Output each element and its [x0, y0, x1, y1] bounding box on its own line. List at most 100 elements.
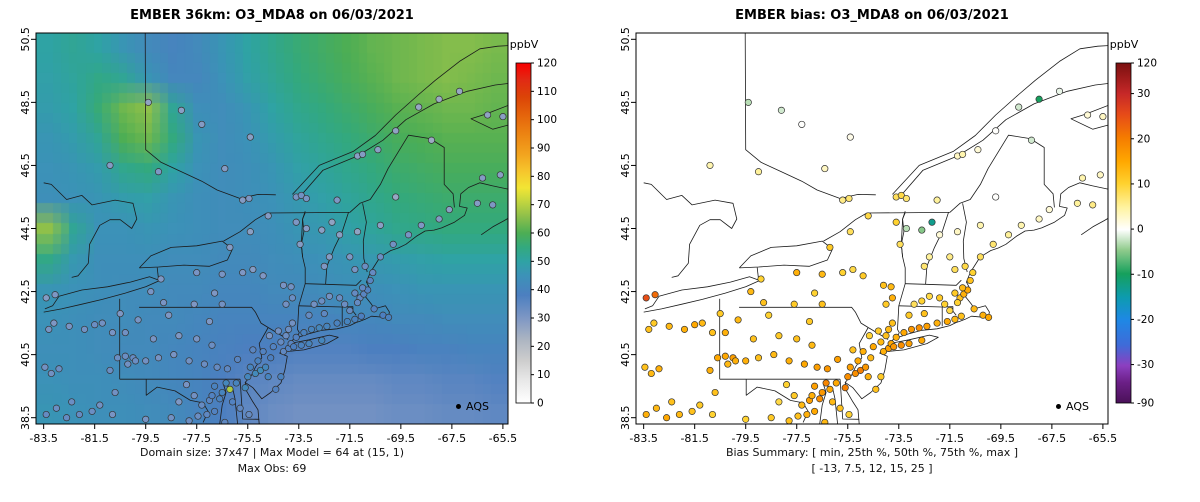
- station-point: [992, 193, 1000, 201]
- station-point: [246, 133, 254, 141]
- station-point: [970, 305, 978, 313]
- station-point: [652, 404, 660, 412]
- outline-gaspe-chaleur: [1070, 105, 1108, 130]
- station-point: [821, 418, 829, 424]
- outline-ma-south-border: [898, 305, 957, 316]
- station-point: [839, 269, 847, 277]
- station-point: [1096, 171, 1104, 179]
- station-point: [805, 317, 814, 326]
- station-point: [288, 294, 296, 302]
- station-point: [818, 270, 826, 278]
- x-tick-label: -75.5: [234, 432, 262, 445]
- station-point: [946, 306, 954, 315]
- station-point: [989, 240, 997, 248]
- station-point: [902, 194, 910, 203]
- station-point: [647, 369, 655, 378]
- outline-nova-scotia: [1080, 218, 1108, 236]
- station-point: [222, 379, 230, 387]
- x-tick-label: -77.5: [783, 432, 811, 445]
- station-point: [900, 329, 908, 337]
- station-point: [872, 385, 880, 393]
- station-point: [50, 319, 58, 327]
- station-point: [445, 206, 453, 214]
- station-point: [357, 312, 365, 320]
- colorbar-tick-label: 20: [1137, 133, 1150, 145]
- station-point: [288, 319, 296, 327]
- station-point: [134, 316, 142, 324]
- station-point: [642, 294, 650, 302]
- y-tick-label: 38.5: [19, 405, 32, 430]
- station-point: [234, 355, 242, 363]
- station-point: [985, 313, 993, 321]
- outline-lake-ontario: [139, 240, 233, 269]
- model-subtitle-line-1: Domain size: 37x47 | Max Model = 64 at (…: [139, 446, 404, 459]
- station-point: [923, 322, 931, 330]
- station-point: [642, 410, 650, 419]
- outline-lake-erie: [43, 276, 161, 313]
- station-point: [757, 275, 765, 283]
- station-point: [925, 253, 933, 261]
- station-point: [966, 276, 974, 285]
- station-point: [226, 243, 234, 251]
- station-point: [668, 398, 676, 406]
- station-point: [959, 150, 967, 158]
- y-tick-label: 50.5: [19, 27, 32, 52]
- bias-subtitle-line-2: [ -13, 7.5, 12, 15, 25 ]: [811, 462, 933, 475]
- station-point: [346, 306, 354, 315]
- outline-us-canada-45th: [866, 212, 950, 214]
- station-point: [353, 299, 362, 307]
- station-point: [392, 193, 400, 201]
- station-point: [897, 191, 905, 199]
- station-point: [239, 269, 247, 277]
- station-point: [142, 415, 150, 423]
- station-point: [353, 228, 362, 236]
- station-point: [41, 363, 49, 371]
- outline-lake-erie: [643, 276, 761, 313]
- station-point: [832, 379, 840, 387]
- station-point: [244, 373, 252, 381]
- station-point: [808, 341, 816, 349]
- station-point: [65, 322, 73, 330]
- station-point: [287, 283, 295, 291]
- station-point: [845, 194, 853, 203]
- map-outlines: [643, 33, 1108, 424]
- station-point: [846, 363, 854, 371]
- station-point: [885, 325, 893, 333]
- station-point: [920, 262, 928, 270]
- station-point: [208, 392, 216, 400]
- station-point: [943, 317, 951, 326]
- station-point: [111, 388, 119, 397]
- x-tick-label: -67.5: [1038, 432, 1066, 445]
- station-point: [969, 269, 977, 277]
- colorbar-tick-label: -90: [1137, 398, 1154, 410]
- station-point: [147, 288, 155, 296]
- station-point: [376, 221, 384, 229]
- station-point: [928, 218, 936, 226]
- station-point: [267, 354, 275, 362]
- station-point: [182, 381, 191, 389]
- station-point: [223, 365, 231, 373]
- station-point: [818, 388, 826, 397]
- station-point: [108, 410, 117, 419]
- station-point: [859, 272, 867, 280]
- station-point: [834, 355, 842, 363]
- station-point: [747, 288, 755, 296]
- outline-vt-nh-border: [325, 212, 349, 285]
- outline-ma-north-border: [305, 279, 362, 286]
- station-point: [696, 401, 704, 409]
- station-point: [874, 327, 882, 335]
- station-point: [1045, 206, 1053, 214]
- station-point: [435, 95, 443, 103]
- y-tick-label: 50.5: [619, 27, 632, 52]
- station-point: [144, 98, 152, 106]
- station-point: [499, 113, 507, 121]
- station-point: [435, 215, 443, 223]
- station-point: [933, 196, 941, 204]
- station-point: [370, 305, 378, 313]
- colorbar-tick-label: 20: [537, 341, 550, 353]
- station-point: [785, 357, 793, 365]
- outline-st-lawrence-north-shore: [292, 45, 508, 195]
- station-point: [974, 146, 982, 154]
- station-point: [221, 418, 229, 424]
- x-tick-label: -65.5: [1089, 432, 1117, 445]
